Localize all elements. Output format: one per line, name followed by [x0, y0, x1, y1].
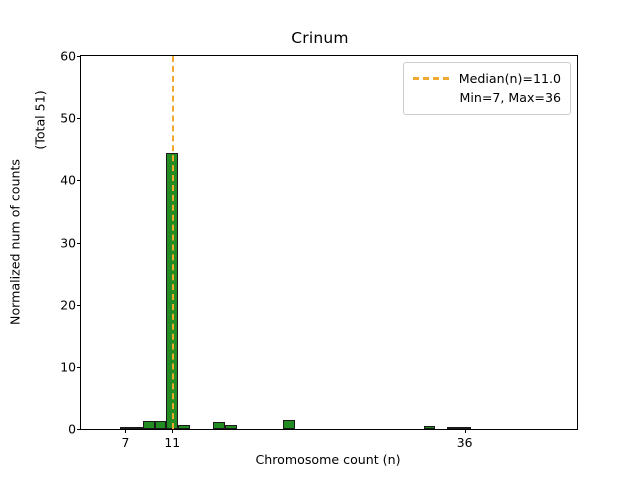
y-axis-total-label: (Total 51)	[32, 90, 48, 150]
bar	[143, 420, 155, 429]
legend-entry-median: Median(n)=11.0	[412, 69, 561, 88]
median-line-layer	[81, 56, 577, 429]
bar	[447, 426, 459, 429]
y-axis-tick-label: 40	[60, 172, 76, 188]
y-axis-tick-label: 60	[60, 48, 76, 64]
y-axis-tick-label: 30	[60, 235, 76, 250]
x-axis-tick-label: 36	[456, 435, 473, 450]
bar	[131, 426, 143, 429]
plot-area: Median(n)=11.0 Min=7, Max=36 0 10 20 30 40 50…	[60, 49, 578, 450]
y-axis-label-container: Normalized num of counts	[0, 55, 30, 428]
legend-label-median: Median(n)=11.0	[458, 71, 561, 86]
x-axis-tick-label: 7	[121, 435, 130, 450]
bar	[178, 425, 190, 429]
chart-title: Crinum	[291, 29, 349, 47]
x-axis-label: Chromosome count (n)	[255, 452, 401, 467]
y-axis-tick-mark	[77, 118, 81, 120]
legend-label-minmax: Min=7, Max=36	[459, 90, 561, 105]
x-axis-tick-mark	[125, 429, 127, 433]
y-axis-tick-label: 20	[60, 297, 76, 313]
y-axis-tick-mark	[77, 242, 81, 244]
bar	[213, 421, 225, 429]
bar	[154, 420, 167, 429]
bar	[283, 420, 296, 429]
chart-legend: Median(n)=11.0 Min=7, Max=36	[402, 62, 571, 115]
bar	[423, 425, 436, 429]
x-axis-tick-mark	[172, 429, 174, 433]
y-axis-tick-label: 10	[60, 359, 76, 375]
y-axis-total-container: (Total 51)	[28, 60, 52, 180]
y-axis-tick-mark	[77, 180, 81, 182]
y-axis-label: Normalized num of counts	[7, 158, 23, 325]
bar	[458, 426, 471, 429]
y-axis-tick-mark	[77, 429, 81, 430]
x-axis-tick-mark	[464, 429, 466, 433]
y-axis-tick-label: 50	[60, 110, 76, 126]
x-axis-tick-label: 11	[164, 435, 181, 450]
y-axis-tick-mark	[77, 56, 81, 57]
legend-entry-minmax: Min=7, Max=36	[413, 88, 561, 107]
y-axis-tick-mark	[77, 304, 81, 306]
y-axis-tick-mark	[77, 366, 81, 368]
bar	[224, 425, 237, 429]
y-axis-tick-label: 0	[68, 421, 76, 437]
bar	[119, 426, 132, 429]
dashed-line-icon	[412, 77, 449, 80]
median-line	[172, 56, 175, 429]
